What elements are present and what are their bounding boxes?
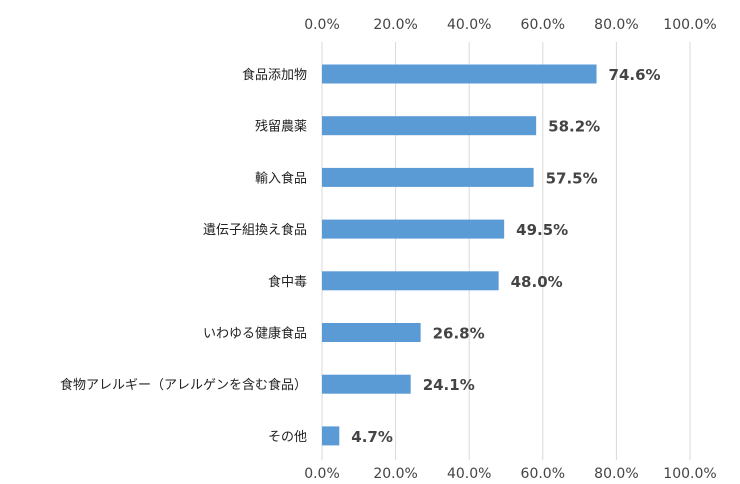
- bar: [322, 271, 499, 291]
- category-label: 食品添加物: [242, 67, 307, 83]
- value-label: 4.7%: [351, 428, 393, 446]
- bar: [322, 323, 421, 342]
- category-label: 残留農薬: [255, 120, 307, 135]
- bars: [322, 64, 597, 446]
- bar: [322, 116, 537, 136]
- x-tick-label-bottom: 40.0%: [447, 466, 491, 482]
- category-label: 遺伝子組換え食品: [203, 222, 307, 238]
- bar: [322, 167, 534, 187]
- x-tick-label-top: 40.0%: [447, 17, 491, 33]
- x-tick-label-top: 80.0%: [594, 17, 638, 33]
- value-label: 24.1%: [423, 376, 475, 394]
- x-tick-label-top: 100.0%: [663, 17, 716, 33]
- x-tick-label-bottom: 20.0%: [373, 466, 417, 482]
- category-label: 食物アレルギー（アレルゲンを含む食品）: [60, 377, 307, 393]
- value-label: 49.5%: [516, 221, 568, 239]
- value-label: 58.2%: [548, 118, 600, 136]
- bar: [322, 426, 340, 446]
- value-label: 48.0%: [511, 273, 563, 291]
- x-tick-label-top: 0.0%: [304, 17, 340, 33]
- x-tick-label-top: 20.0%: [373, 17, 417, 33]
- x-tick-label-bottom: 100.0%: [663, 466, 716, 482]
- value-label: 57.5%: [546, 169, 598, 187]
- category-labels: 食品添加物残留農薬輸入食品遺伝子組換え食品食中毒いわゆる健康食品食物アレルギー（…: [60, 67, 307, 445]
- category-label: その他: [268, 430, 307, 445]
- category-label: 輸入食品: [255, 170, 307, 186]
- gridlines: [321, 42, 691, 460]
- x-tick-label-bottom: 60.0%: [521, 466, 565, 482]
- x-tick-label-bottom: 0.0%: [304, 466, 340, 482]
- x-axis-top: 0.0% 20.0% 40.0% 60.0% 80.0% 100.0%: [304, 17, 716, 33]
- x-tick-label-top: 60.0%: [521, 17, 565, 33]
- bar: [322, 219, 505, 239]
- bar: [322, 64, 597, 84]
- category-label: 食中毒: [268, 274, 307, 290]
- x-axis-bottom: 0.0% 20.0% 40.0% 60.0% 80.0% 100.0%: [304, 466, 716, 482]
- value-labels: 74.6% 58.2% 57.5% 49.5% 48.0% 26.8% 24.1% 4.7%: [351, 66, 660, 446]
- x-tick-label-bottom: 80.0%: [594, 466, 638, 482]
- value-label: 74.6%: [609, 66, 661, 84]
- category-label: いわゆる健康食品: [203, 326, 307, 342]
- bar: [322, 374, 411, 394]
- value-label: 26.8%: [433, 325, 485, 343]
